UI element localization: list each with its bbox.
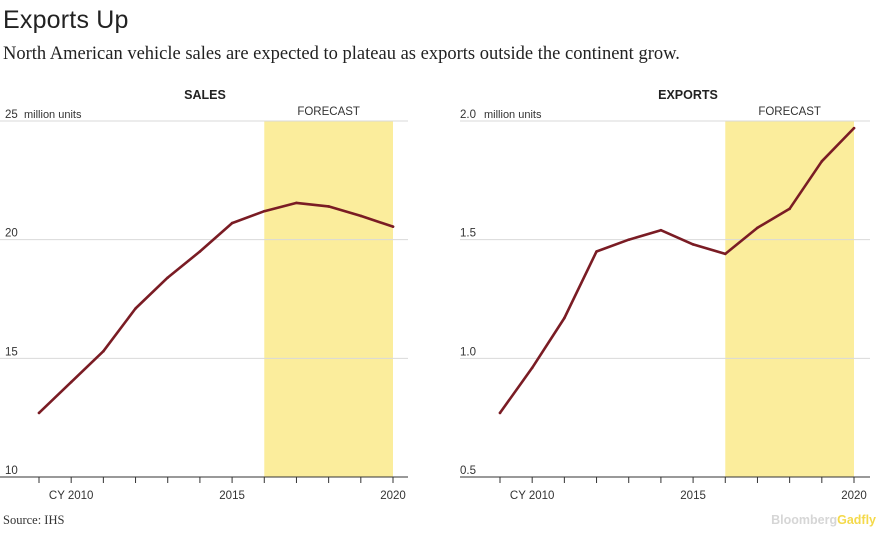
exports-data-point: [563, 316, 566, 320]
sales-data-point: [69, 380, 73, 384]
sales-forecast-band: [264, 121, 393, 477]
exports-data-point: [691, 243, 695, 246]
exports-data-point: [723, 252, 727, 256]
exports-data-point: [627, 238, 631, 241]
exports-unit-label: million units: [484, 109, 542, 121]
sales-y-tick-label: 15: [5, 346, 18, 358]
sales-data-point: [134, 307, 137, 310]
sales-unit-label: million units: [24, 109, 82, 121]
sales-x-tick-label: 2020: [380, 490, 406, 502]
sales-data-point: [391, 225, 395, 228]
page-title: Exports Up: [3, 6, 129, 34]
sales-x-tick-label: 2015: [219, 490, 245, 502]
exports-y-tick-label: 0.5: [460, 465, 476, 477]
sales-data-point: [262, 209, 266, 213]
page-subtitle: North American vehicle sales are expecte…: [3, 44, 680, 64]
sales-forecast-label: FORECAST: [297, 106, 360, 118]
sales-data-point: [359, 214, 363, 218]
brand-part-gadfly: Gadfly: [837, 513, 876, 527]
exports-y-tick-label: 2.0: [460, 109, 476, 121]
exports-data-point: [820, 160, 824, 163]
exports-data-point: [595, 250, 598, 253]
sales-data-point: [198, 250, 202, 253]
exports-series-line: [498, 126, 856, 415]
exports-data-point: [852, 126, 856, 130]
exports-x-tick-label: CY 2010: [510, 490, 555, 502]
sales-data-point: [102, 349, 105, 353]
sales-y-tick-label: 20: [5, 228, 18, 240]
sales-series-line: [37, 201, 395, 415]
exports-forecast-band: [725, 121, 854, 477]
exports-y-tick-label: 1.5: [460, 228, 476, 240]
exports-data-point: [788, 207, 791, 211]
exports-data-point: [659, 228, 663, 232]
sales-data-point: [166, 276, 170, 279]
brand-logo: BloombergGadfly: [771, 513, 876, 527]
sales-data-point: [37, 411, 41, 415]
sales-data-point: [327, 205, 330, 208]
exports-forecast-label: FORECAST: [758, 106, 821, 118]
source-note: Source: IHS: [3, 513, 65, 527]
sales-y-tick-label: 10: [5, 465, 18, 477]
sales-data-point: [295, 201, 298, 205]
exports-data-point: [498, 411, 502, 415]
sales-x-tick-label: CY 2010: [49, 490, 94, 502]
brand-part-bloomberg: Bloomberg: [771, 513, 838, 527]
sales-y-tick-label: 25: [5, 109, 18, 121]
exports-x-tick-label: 2020: [841, 490, 867, 502]
exports-chart-title: EXPORTS: [658, 88, 718, 102]
exports-y-tick-label: 1.0: [460, 346, 476, 358]
exports-x-tick-label: 2015: [680, 490, 706, 502]
sales-data-point: [230, 221, 234, 225]
exports-data-point: [756, 226, 759, 230]
exports-data-point: [530, 366, 534, 370]
sales-chart-title: SALES: [184, 88, 226, 102]
